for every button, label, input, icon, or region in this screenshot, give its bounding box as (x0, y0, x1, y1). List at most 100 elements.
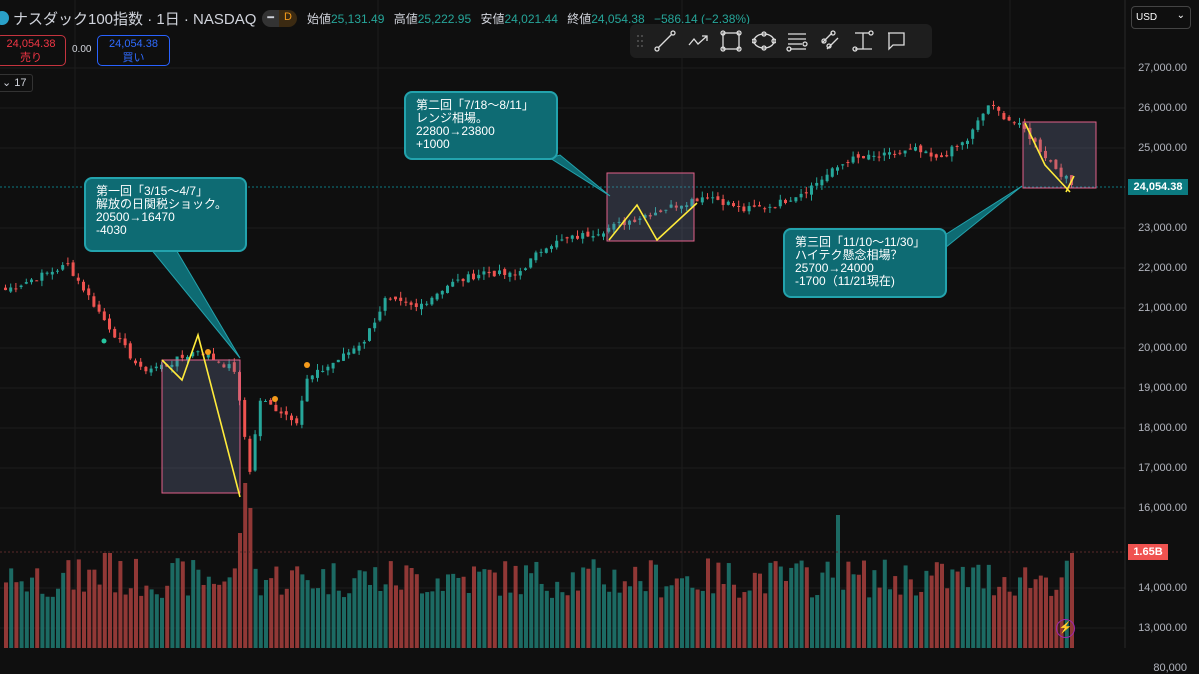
volume-bar (456, 577, 461, 648)
candle-body (669, 204, 673, 208)
trend-line-icon[interactable] (653, 29, 677, 53)
note-first[interactable]: 第一回「3/15〜4/7」 解放の日関税ショック。 20500→16470 -4030 (84, 177, 247, 252)
sell-button[interactable]: 24,054.38 売り (0, 35, 66, 66)
high-value: 25,222.95 (417, 11, 472, 26)
volume-bar (451, 573, 456, 648)
candle-body (388, 298, 392, 300)
candle-body (378, 311, 382, 321)
candle-body (128, 343, 132, 359)
trend-path[interactable] (608, 202, 698, 242)
candle-body (695, 198, 699, 202)
trend-path[interactable] (1065, 175, 1075, 193)
candle-body (1023, 124, 1027, 129)
volume-bar (14, 582, 19, 648)
volume-bar (856, 574, 861, 648)
currency-value: USD (1136, 12, 1158, 23)
volume-bar (45, 596, 50, 648)
rectangle-icon[interactable] (719, 29, 743, 53)
candle-body (622, 220, 626, 226)
volume-bar (492, 572, 497, 648)
lightning-icon[interactable]: ⚡ (1056, 619, 1075, 638)
fib-retracement-icon[interactable] (818, 29, 842, 53)
delay-badge: D (279, 9, 297, 27)
candle-body (732, 203, 735, 207)
event-marker[interactable] (304, 362, 310, 368)
event-marker[interactable] (205, 349, 211, 355)
candle-body (206, 353, 210, 358)
market-status-badge[interactable]: ━ D (262, 9, 297, 27)
volume-bar (560, 592, 565, 648)
volume-bar (404, 565, 409, 648)
candle-body (981, 113, 985, 121)
price-range-icon[interactable] (851, 29, 875, 53)
highlight-box[interactable] (606, 172, 695, 242)
volume-bar (264, 579, 268, 648)
volume-bar (695, 589, 700, 648)
note-second[interactable]: 第二回「7/18〜8/11」 レンジ相場。 22800→23800 +1000 (404, 91, 558, 160)
candle-body (264, 400, 267, 402)
event-marker[interactable] (101, 338, 107, 344)
highlight-box[interactable] (161, 359, 241, 494)
volume-bar (71, 589, 76, 648)
volume-bar (258, 595, 263, 648)
volume-bar (1033, 579, 1038, 648)
candle-body (430, 297, 434, 305)
note-third[interactable]: 第三回「11/10〜11/30」 ハイテク懸念相場？ 25700→24000 -170… (783, 228, 947, 298)
parallel-channel-icon[interactable] (785, 29, 809, 53)
volume-bar (581, 567, 586, 648)
currency-select[interactable]: USD ⌄ (1131, 6, 1191, 29)
ellipse-icon[interactable] (752, 29, 776, 53)
volume-bar (669, 585, 674, 648)
candle-body (955, 145, 959, 147)
candle-body (529, 258, 533, 268)
volume-bar (160, 597, 164, 648)
candle-body (596, 234, 600, 236)
drag-handle-icon[interactable] (636, 33, 644, 49)
highlight-box[interactable] (1022, 121, 1097, 189)
indicators-toggle[interactable]: ⌄ 17 (0, 74, 33, 92)
volume-bar (524, 565, 528, 648)
candle-body (830, 168, 834, 177)
axis-tick: 16,000.00 (1138, 502, 1187, 514)
axis-tick: 27,000.00 (1138, 62, 1187, 74)
volume-bar (191, 560, 196, 648)
candle-body (118, 338, 122, 340)
candle-body (903, 150, 907, 154)
volume-bar (924, 570, 929, 648)
volume-bar (50, 596, 55, 648)
volume-bar (768, 562, 773, 648)
candle-body (461, 278, 465, 282)
sell-label: 売り (20, 52, 42, 64)
candle-body (347, 352, 351, 355)
price-chart[interactable] (0, 0, 1199, 648)
volume-bar (950, 569, 955, 648)
candle-body (815, 182, 819, 186)
candle-body (544, 248, 548, 253)
volume-bar (893, 576, 898, 648)
volume-bar (680, 578, 684, 648)
callout-icon[interactable] (884, 29, 908, 53)
indicator-count: 17 (14, 77, 27, 89)
event-marker[interactable] (272, 396, 278, 402)
trend-path[interactable] (1024, 122, 1071, 193)
volume-bar (638, 581, 643, 648)
volume-bar (66, 560, 71, 648)
trend-path[interactable] (161, 332, 241, 498)
nasdaq-logo-icon (0, 11, 9, 25)
volume-bar (487, 569, 492, 648)
axis-tick: 26,000.00 (1138, 102, 1187, 114)
candle-body (212, 353, 215, 360)
candle-body (700, 197, 704, 203)
volume-bar (92, 569, 97, 648)
buy-button[interactable]: 24,054.38 買い (97, 35, 170, 66)
volume-bar (76, 559, 81, 648)
volume-bar (654, 564, 658, 648)
candle-body (836, 167, 839, 171)
axis-tick: 13,000.00 (1138, 622, 1187, 634)
symbol-title[interactable]: ナスダック100指数 · 1日 · NASDAQ (13, 10, 257, 28)
candle-body (1038, 139, 1042, 152)
volume-bar (555, 581, 560, 648)
path-icon[interactable] (686, 29, 710, 53)
volume-label: 1.65B (1128, 544, 1168, 560)
volume-bar (139, 595, 144, 648)
